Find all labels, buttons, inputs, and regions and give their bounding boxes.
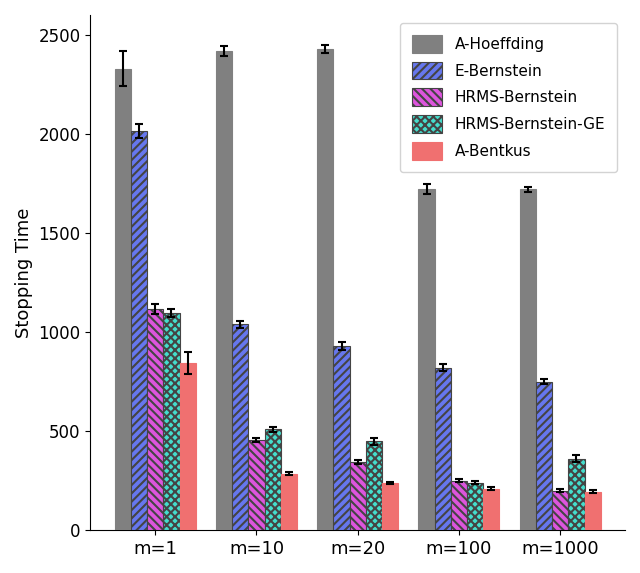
Bar [163, 313, 179, 530]
Bar [435, 368, 451, 530]
Bar [483, 489, 499, 530]
Bar [366, 441, 382, 530]
Bar [216, 50, 232, 530]
Bar [382, 482, 398, 530]
Bar [552, 490, 568, 530]
Bar [179, 363, 196, 530]
Bar [333, 346, 349, 530]
Bar [115, 69, 131, 530]
Bar [451, 481, 467, 530]
Bar [584, 492, 601, 530]
Bar [281, 474, 297, 530]
Bar [147, 309, 163, 530]
Bar [317, 49, 333, 530]
Bar [349, 462, 366, 530]
Bar [264, 429, 281, 530]
Bar [536, 382, 552, 530]
Legend: A-Hoeffding, E-Bernstein, HRMS-Bernstein, HRMS-Bernstein-GE, A-Bentkus: A-Hoeffding, E-Bernstein, HRMS-Bernstein… [399, 23, 618, 172]
Bar [467, 482, 483, 530]
Y-axis label: Stopping Time: Stopping Time [15, 207, 33, 338]
Bar [131, 131, 147, 530]
Bar [520, 190, 536, 530]
Bar [419, 190, 435, 530]
Bar [568, 459, 584, 530]
Bar [248, 440, 264, 530]
Bar [232, 324, 248, 530]
